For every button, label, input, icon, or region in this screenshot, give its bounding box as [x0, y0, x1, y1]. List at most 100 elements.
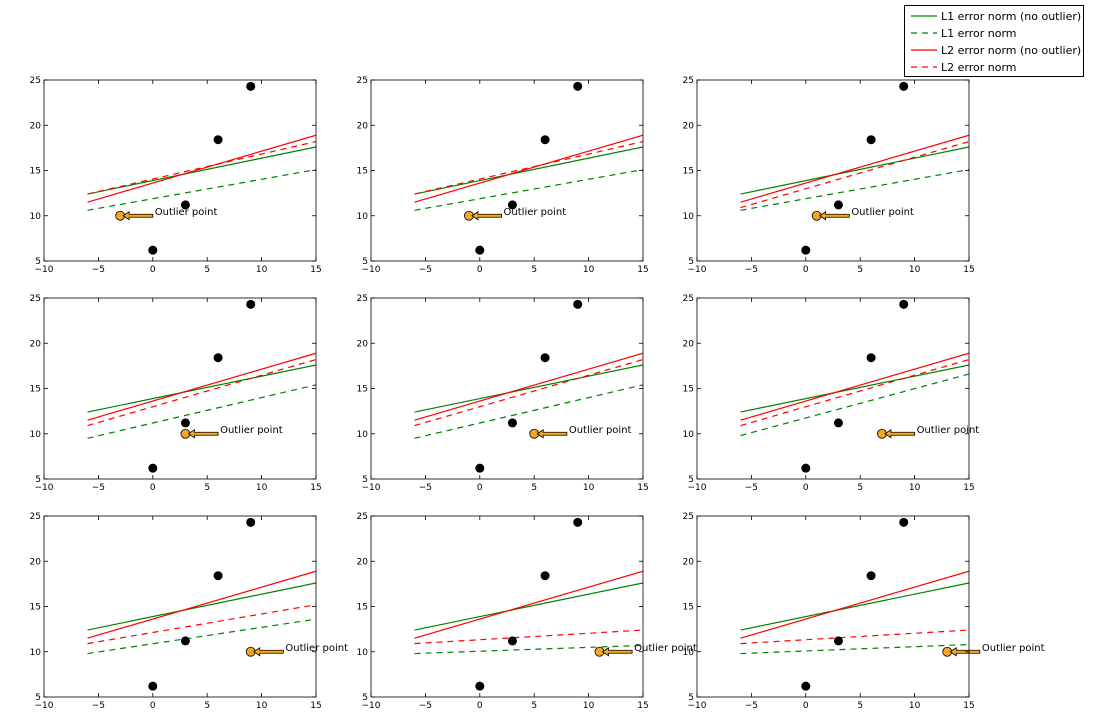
y-tick-label: 10: [30, 212, 42, 222]
series-line: [414, 644, 643, 655]
y-tick-label: 20: [683, 557, 695, 567]
data-point: [899, 299, 909, 309]
legend-label: L1 error norm (no outlier): [941, 10, 1082, 23]
annotation-label: Outlier point: [851, 207, 914, 218]
x-tick-label: −5: [92, 483, 105, 493]
plot-area: [414, 299, 643, 473]
data-point: [475, 681, 485, 691]
y-tick-label: 10: [357, 430, 369, 440]
x-tick-label: 5: [857, 483, 863, 493]
data-point: [540, 135, 550, 145]
data-point: [573, 517, 583, 527]
annotation-label: Outlier point: [285, 643, 348, 654]
legend-item-l2-no-outlier: L2 error norm (no outlier): [905, 42, 1083, 59]
series-line: [414, 358, 643, 427]
axes-frame: [370, 515, 644, 698]
annotation-label: Outlier point: [634, 643, 697, 654]
plot-area: [414, 81, 643, 255]
annotation-label: Outlier point: [569, 425, 632, 436]
x-tick-label: −5: [92, 265, 105, 275]
y-tick-label: 25: [30, 76, 41, 86]
y-tick-label: 5: [362, 475, 368, 485]
data-point: [213, 353, 223, 363]
data-point: [180, 418, 190, 428]
annotation-arrow: [601, 647, 633, 657]
series-line: [87, 352, 316, 421]
data-point: [899, 517, 909, 527]
x-tick-label: 0: [150, 265, 156, 275]
data-point: [866, 135, 876, 145]
series-line: [414, 146, 643, 195]
x-tick-label: 0: [477, 701, 483, 711]
data-point: [475, 245, 485, 255]
x-tick-label: 0: [477, 265, 483, 275]
legend-item-l1-no-outlier: L1 error norm (no outlier): [905, 8, 1083, 25]
y-tick-label: 20: [357, 339, 369, 349]
x-tick-label: −10: [35, 265, 54, 275]
y-tick-label: 10: [683, 430, 695, 440]
series-line: [87, 140, 316, 195]
data-point: [246, 299, 256, 309]
subplot-8: Outlier point −10 −5 0 5 10 15 5 10 15 20 25: [357, 512, 697, 711]
series-line: [740, 358, 969, 427]
axes-frame: [43, 79, 317, 262]
x-tick-label: 10: [256, 265, 268, 275]
x-tick-label: 0: [803, 483, 809, 493]
x-tick-label: 5: [531, 483, 537, 493]
x-tick-label: 15: [963, 701, 974, 711]
x-tick-label: 15: [310, 265, 321, 275]
annotation-arrow: [252, 647, 284, 657]
series-line: [414, 570, 643, 639]
x-tick-label: −5: [419, 701, 432, 711]
data-point: [246, 81, 256, 91]
y-tick-label: 20: [30, 339, 42, 349]
y-tick-label: 25: [683, 512, 694, 522]
x-tick-label: 0: [150, 483, 156, 493]
y-tick-label: 20: [683, 339, 695, 349]
y-tick-label: 25: [30, 294, 41, 304]
y-tick-label: 15: [683, 385, 694, 395]
y-tick-label: 15: [30, 385, 41, 395]
data-point: [573, 299, 583, 309]
annotation-label: Outlier point: [917, 425, 980, 436]
data-point: [213, 571, 223, 581]
subplot-5: Outlier point −10 −5 0 5 10 15 5 10 15 20 25: [357, 294, 649, 493]
series-line: [87, 364, 316, 413]
y-tick-label: 15: [30, 167, 41, 177]
x-tick-label: 10: [256, 483, 268, 493]
x-tick-label: −10: [362, 483, 381, 493]
y-tick-label: 5: [688, 257, 694, 267]
series-line: [740, 146, 969, 195]
y-tick-label: 15: [357, 385, 368, 395]
series-line: [414, 629, 643, 645]
data-point: [899, 81, 909, 91]
data-point: [866, 353, 876, 363]
x-tick-label: −10: [688, 701, 707, 711]
y-tick-label: 15: [357, 603, 368, 613]
data-point: [801, 681, 811, 691]
x-tick-label: −10: [362, 701, 381, 711]
series-line: [740, 629, 969, 645]
x-tick-label: 10: [909, 483, 921, 493]
subplot-1: Outlier point −10 −5 0 5 10 15 5 10 15 20 25: [30, 76, 322, 275]
series-line: [87, 570, 316, 639]
subplot-3: Outlier point −10 −5 0 5 10 15 5 10 15 20 25: [683, 76, 975, 275]
plot-area: [87, 517, 316, 691]
y-tick-label: 10: [357, 212, 369, 222]
x-tick-label: 10: [583, 701, 595, 711]
x-tick-label: 15: [310, 701, 321, 711]
data-point: [540, 571, 550, 581]
legend-swatch: [911, 66, 937, 68]
x-tick-label: 0: [803, 265, 809, 275]
series-line: [87, 134, 316, 203]
x-tick-label: 15: [963, 483, 974, 493]
series-line: [740, 643, 969, 655]
y-tick-label: 25: [30, 512, 41, 522]
data-point: [507, 636, 517, 646]
y-tick-label: 10: [683, 648, 695, 658]
axes-frame: [43, 515, 317, 698]
data-point: [866, 571, 876, 581]
x-tick-label: 15: [310, 483, 321, 493]
x-tick-label: 5: [857, 701, 863, 711]
x-tick-label: 10: [583, 265, 595, 275]
